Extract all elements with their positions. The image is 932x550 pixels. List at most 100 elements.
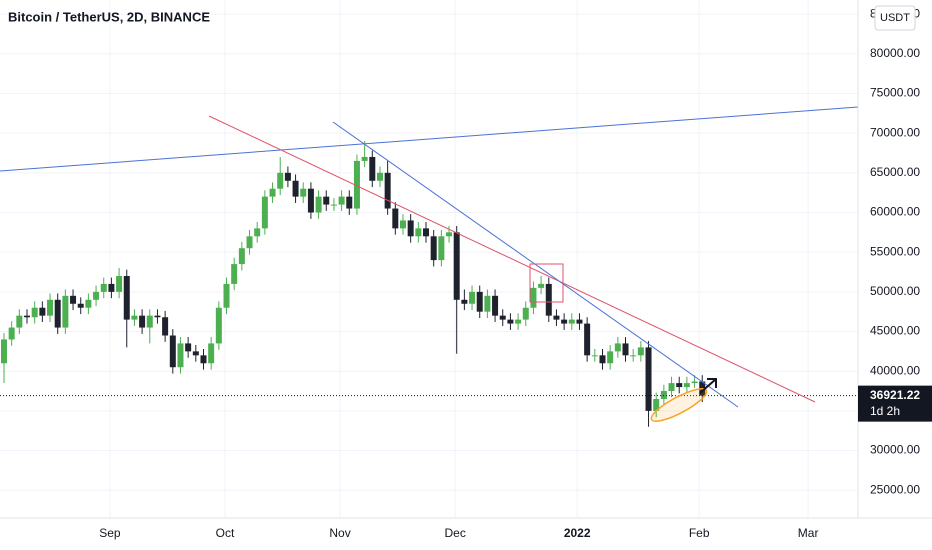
candle-body xyxy=(254,228,261,237)
y-tick-label: 40000.00 xyxy=(870,363,920,377)
candle-body xyxy=(0,339,7,364)
chart-title: Bitcoin / TetherUS, 2D, BINANCE xyxy=(8,9,210,24)
candle-body xyxy=(499,315,506,320)
candle-body xyxy=(346,196,353,209)
candle-body xyxy=(392,208,399,229)
candle-body xyxy=(315,196,322,213)
highlight-ellipse xyxy=(650,388,708,422)
candle-body xyxy=(307,188,314,213)
candle-body xyxy=(492,295,499,316)
y-tick-label: 65000.00 xyxy=(870,165,920,179)
y-tick-label: 80000.00 xyxy=(870,46,920,60)
candle-body xyxy=(453,232,460,300)
candle-body xyxy=(384,172,391,209)
candle-body xyxy=(461,299,468,304)
plot-area xyxy=(0,0,858,518)
candle-body xyxy=(116,275,123,292)
candle-body xyxy=(423,228,430,237)
highlight-box xyxy=(529,263,564,303)
candle-body xyxy=(192,351,199,356)
candle-body xyxy=(93,291,100,300)
candle-body xyxy=(530,287,537,308)
candle-body xyxy=(614,343,621,352)
candle-body xyxy=(645,347,652,411)
candle-body xyxy=(407,220,414,237)
candle-body xyxy=(261,196,268,229)
candle-body xyxy=(292,180,299,197)
candle-body xyxy=(231,264,238,284)
candle-body xyxy=(446,232,453,237)
candle-body xyxy=(599,355,606,364)
candle-body xyxy=(553,315,560,320)
candle-body xyxy=(622,343,629,356)
candle-body xyxy=(215,307,222,344)
candle-body xyxy=(584,323,591,356)
candle-body xyxy=(691,381,698,384)
y-tick-label: 60000.00 xyxy=(870,205,920,219)
candle-body xyxy=(162,317,169,336)
candle-body xyxy=(177,343,184,368)
candle-body xyxy=(515,319,522,324)
x-tick-label: Nov xyxy=(329,526,350,540)
candle-body xyxy=(208,343,215,364)
candle-body xyxy=(131,315,138,320)
candle-body xyxy=(538,283,545,288)
candle-body xyxy=(484,295,491,312)
candle-body xyxy=(108,283,115,292)
candle-body xyxy=(476,291,483,312)
candle-body xyxy=(16,315,23,328)
trend-line xyxy=(0,106,859,172)
candle-body xyxy=(660,391,667,399)
arrow xyxy=(699,378,717,394)
y-tick-label: 25000.00 xyxy=(870,482,920,496)
candle-body xyxy=(31,307,38,318)
candle-body xyxy=(246,236,253,249)
candle-body xyxy=(507,319,514,324)
currency-label: USDT xyxy=(880,12,910,24)
candle-body xyxy=(438,236,445,261)
y-tick-label: 30000.00 xyxy=(870,443,920,457)
currency-badge[interactable] xyxy=(874,5,916,31)
candle-body xyxy=(568,319,575,324)
candle-body xyxy=(399,220,406,229)
candle-body xyxy=(154,315,161,318)
y-tick-label: 45000.00 xyxy=(870,324,920,338)
candle-body xyxy=(637,347,644,356)
candle-body xyxy=(591,355,598,357)
candle-body xyxy=(430,236,437,261)
candle-body xyxy=(676,383,683,388)
candle-body xyxy=(653,398,660,411)
candle-body xyxy=(522,307,529,320)
candle-body xyxy=(630,355,637,357)
candle-body xyxy=(39,307,46,316)
x-tick-label: Feb xyxy=(689,526,710,540)
candle-body xyxy=(123,275,130,320)
candle-body xyxy=(683,383,690,388)
candle-body xyxy=(185,343,192,352)
candle-body xyxy=(376,172,383,181)
candle-body xyxy=(77,303,84,308)
candle-body xyxy=(54,299,61,328)
last-price-label: 36921.22 xyxy=(870,388,920,402)
candle-body xyxy=(277,172,284,189)
candle-body xyxy=(469,291,476,304)
candle-body xyxy=(100,283,107,292)
candle-body xyxy=(353,160,360,209)
candle-body xyxy=(238,248,245,265)
candle-body xyxy=(300,188,307,197)
y-tick-label: 55000.00 xyxy=(870,244,920,258)
candle-body xyxy=(369,156,376,181)
candle-body xyxy=(269,188,276,197)
candle-body xyxy=(415,228,422,237)
candle-body xyxy=(85,299,92,308)
candle-body xyxy=(146,315,153,328)
y-tick-label: 50000.00 xyxy=(870,284,920,298)
candle-body xyxy=(576,319,583,324)
candle-body xyxy=(8,327,15,340)
trend-line xyxy=(208,115,816,403)
x-tick-label: 2022 xyxy=(564,526,591,540)
candle-body xyxy=(361,156,368,161)
candle-body xyxy=(284,172,291,181)
